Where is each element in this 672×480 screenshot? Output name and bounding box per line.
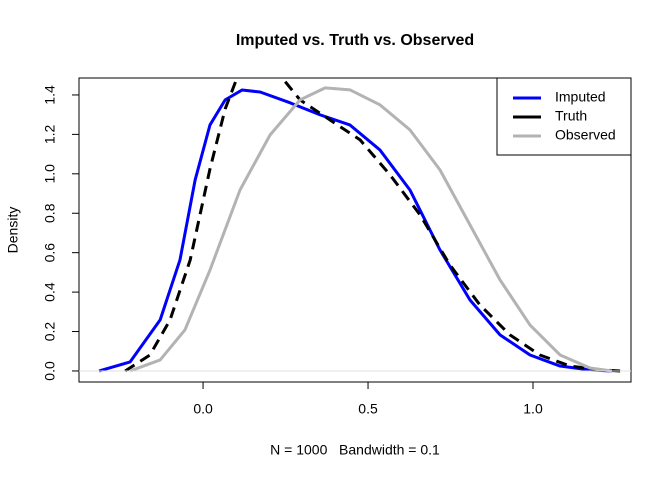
density-line bbox=[98, 88, 612, 373]
y-tick-label: 0.6 bbox=[42, 243, 58, 263]
legend-label: Imputed bbox=[555, 89, 606, 105]
x-tick-label: 1.0 bbox=[523, 401, 543, 417]
legend-label: Truth bbox=[555, 108, 587, 124]
density-line bbox=[124, 78, 621, 373]
y-tick-label: 0.2 bbox=[42, 322, 58, 342]
density-line bbox=[129, 86, 613, 373]
x-axis-label: N = 1000 Bandwidth = 0.1 bbox=[270, 442, 440, 458]
y-tick-label: 0.0 bbox=[42, 361, 58, 381]
y-tick-label: 0.8 bbox=[42, 203, 58, 223]
x-tick-label: 0.0 bbox=[193, 401, 213, 417]
legend-label: Observed bbox=[555, 127, 616, 143]
y-tick-label: 0.4 bbox=[42, 282, 58, 302]
plot-area bbox=[98, 78, 621, 373]
y-tick-label: 1.2 bbox=[42, 124, 58, 144]
x-tick-label: 0.5 bbox=[358, 401, 378, 417]
y-axis-label: Density bbox=[5, 207, 21, 254]
y-tick-label: 1.0 bbox=[42, 164, 58, 184]
y-tick-label: 1.4 bbox=[42, 85, 58, 105]
chart-title: Imputed vs. Truth vs. Observed bbox=[236, 32, 474, 49]
